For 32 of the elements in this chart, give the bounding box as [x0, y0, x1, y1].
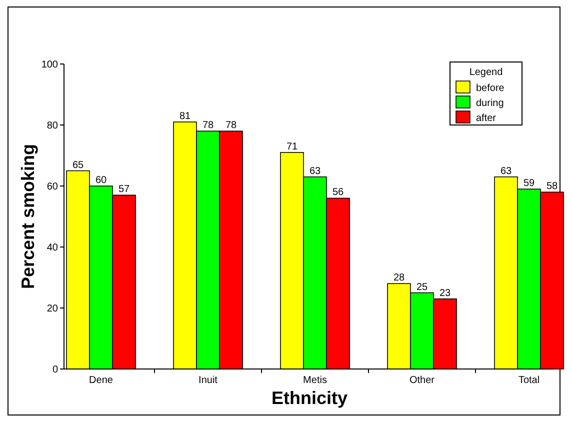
legend-label: after: [476, 113, 497, 124]
y-tick-label: 60: [46, 182, 58, 192]
data-label: 65: [72, 160, 84, 171]
legend-label: during: [476, 98, 504, 109]
data-label: 56: [332, 187, 344, 198]
data-label: 28: [393, 272, 405, 284]
data-label: 59: [523, 178, 535, 190]
x-tick-label: Inuit: [198, 375, 218, 386]
data-label: 58: [546, 181, 558, 192]
data-label: 78: [202, 120, 214, 132]
data-label: 23: [439, 288, 451, 299]
data-label: 78: [225, 120, 237, 132]
y-tick-label: 40: [46, 242, 58, 254]
x-tick-label: Dene: [89, 375, 114, 386]
y-tick-label: 0: [52, 364, 58, 376]
data-label: 63: [309, 166, 321, 177]
y-tick-label: 20: [46, 304, 58, 314]
data-label: 71: [286, 141, 298, 152]
x-tick-label: Other: [409, 375, 436, 386]
data-label: 60: [95, 175, 107, 186]
y-axis-title: Percent smoking: [18, 144, 38, 290]
data-label: 81: [179, 110, 191, 122]
x-tick-label: Total: [518, 375, 540, 386]
data-label: 57: [118, 184, 130, 196]
y-tick-label: 80: [46, 120, 58, 132]
legend-title: Legend: [469, 67, 503, 78]
x-tick-label: Metis: [303, 375, 327, 386]
y-tick-label: 100: [41, 60, 58, 70]
data-label: 63: [500, 166, 512, 177]
legend-label: before: [476, 83, 505, 94]
x-axis-title: Ethnicity: [271, 388, 348, 408]
data-label: 25: [416, 282, 428, 293]
